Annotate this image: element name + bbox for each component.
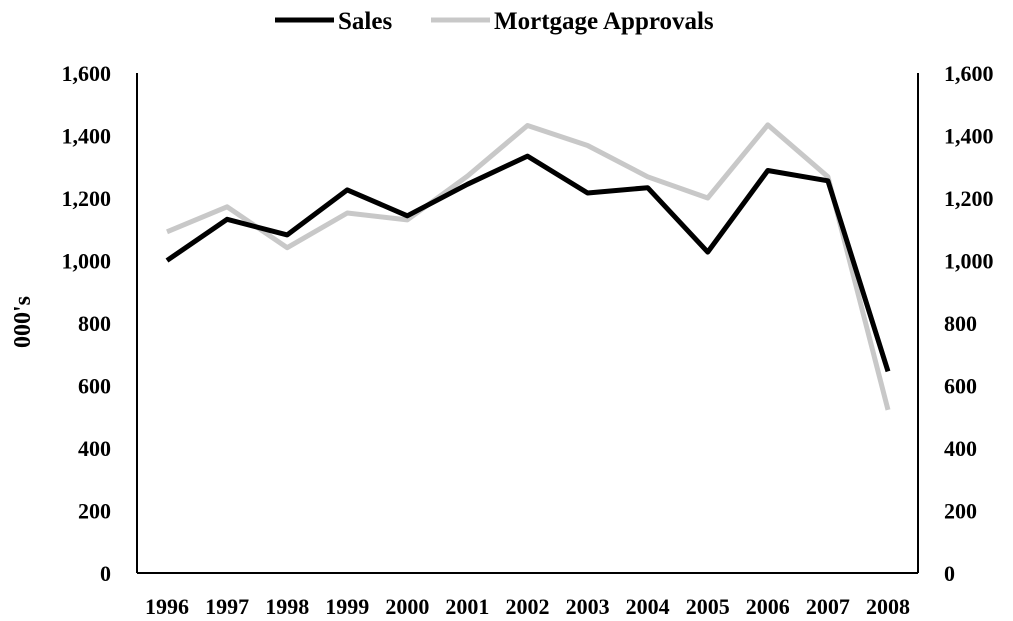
- x-tick-label: 1997: [205, 594, 249, 619]
- x-tick-label: 1998: [265, 594, 309, 619]
- y-tick-label-left: 400: [78, 436, 111, 461]
- x-tick-label: 1999: [325, 594, 369, 619]
- x-tick-label: 2005: [686, 594, 730, 619]
- y-tick-label-right: 800: [944, 311, 977, 336]
- x-tick-label: 1996: [145, 594, 189, 619]
- y-tick-label-right: 0: [944, 561, 955, 586]
- x-tick-label: 2006: [746, 594, 790, 619]
- x-tick-label: 2001: [445, 594, 489, 619]
- x-tick-label: 2002: [506, 594, 550, 619]
- x-tick-label: 2008: [866, 594, 910, 619]
- y-tick-label-left: 800: [78, 311, 111, 336]
- y-tick-label-left: 0: [100, 561, 111, 586]
- axes: 0 200 400 600 800 1,000 1,200 1,400 1,600 0 200 400…: [62, 61, 994, 619]
- legend-label: Mortgage Approvals: [494, 8, 714, 35]
- y-tick-label-right: 600: [944, 374, 977, 399]
- y-tick-label-left: 600: [78, 374, 111, 399]
- series-line-sales: [165, 153, 891, 373]
- x-tick-label: 2004: [626, 594, 670, 619]
- legend: Sales Mortgage Approvals: [275, 8, 714, 35]
- x-tick-label: 2003: [566, 594, 610, 619]
- y-tick-label-right: 1,600: [944, 61, 994, 86]
- y-tick-label-left: 1,600: [62, 61, 112, 86]
- y-tick-label-right: 1,400: [944, 124, 994, 149]
- y-tick-label-right: 200: [944, 499, 977, 524]
- x-tick-label: 2007: [806, 594, 850, 619]
- y-tick-label-left: 200: [78, 499, 111, 524]
- y-tick-label-left: 1,400: [62, 124, 112, 149]
- y-tick-label-left: 1,200: [62, 186, 112, 211]
- y-tick-label-right: 400: [944, 436, 977, 461]
- x-tick-label: 2000: [385, 594, 429, 619]
- y-axis-title: 000's: [10, 296, 36, 348]
- series-layer: [165, 122, 891, 411]
- y-tick-label-left: 1,000: [62, 249, 112, 274]
- y-tick-label-right: 1,200: [944, 186, 994, 211]
- series-line-mortgage-approvals: [166, 122, 891, 411]
- y-tick-label-right: 1,000: [944, 249, 994, 274]
- legend-label: Sales: [338, 8, 392, 35]
